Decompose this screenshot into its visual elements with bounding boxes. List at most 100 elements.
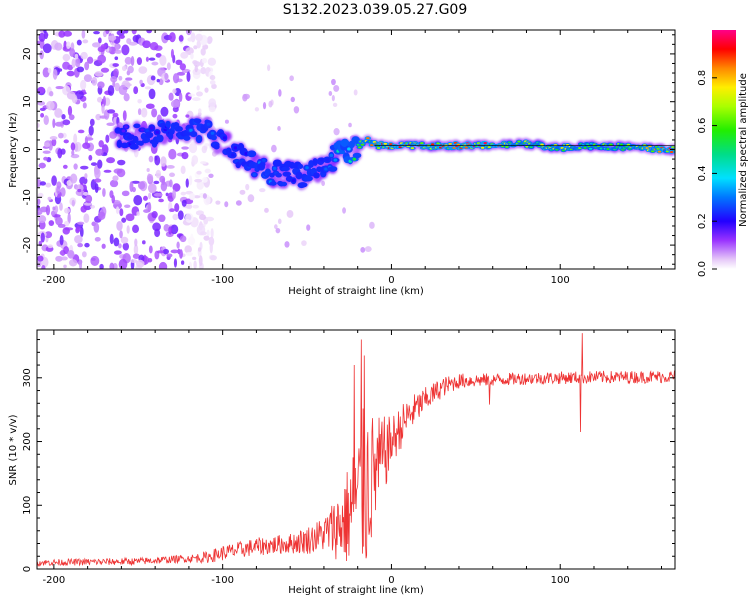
noise-blob <box>137 108 142 116</box>
noise-blob <box>333 127 340 136</box>
noise-blob <box>112 175 119 182</box>
noise-blob <box>100 67 110 73</box>
noise-blob <box>135 259 145 268</box>
noise-blob <box>79 259 83 269</box>
noise-blob <box>127 65 134 74</box>
noise-blob <box>95 113 102 121</box>
ridge-blob <box>275 172 282 178</box>
ridge-blob <box>129 143 139 150</box>
noise-blob <box>289 75 294 82</box>
noise-blob <box>286 210 294 218</box>
noise-blob <box>142 240 146 245</box>
noise-blob <box>44 142 51 148</box>
noise-blob <box>74 57 81 68</box>
noise-blob <box>186 71 191 82</box>
noise-blob <box>58 30 66 38</box>
noise-blob <box>83 202 93 206</box>
noise-blob <box>71 94 78 104</box>
noise-blob <box>158 214 166 223</box>
noise-blob <box>114 49 122 54</box>
noise-blob <box>172 73 180 84</box>
noise-blob <box>143 195 148 201</box>
noise-blob <box>148 57 156 61</box>
noise-blob <box>60 256 68 261</box>
ridge-core <box>370 144 374 147</box>
noise-blob <box>39 107 46 111</box>
noise-blob <box>69 48 76 57</box>
noise-blob <box>62 119 71 126</box>
noise-blob <box>192 256 197 260</box>
noise-blob <box>69 173 78 184</box>
snr-ylabel: SNR (10 * v/v) <box>8 414 19 485</box>
noise-blob <box>162 248 169 255</box>
noise-blob <box>215 200 221 205</box>
ridge-core <box>360 143 365 146</box>
ridge-core <box>588 147 593 150</box>
noise-blob <box>67 212 71 224</box>
noise-blob <box>54 42 63 51</box>
noise-blob <box>75 226 81 233</box>
ridge-blob <box>165 120 171 128</box>
ridge-core <box>262 158 266 162</box>
noise-blob <box>37 198 41 205</box>
ridge-core <box>583 146 588 149</box>
noise-blob <box>194 178 203 183</box>
ridge-blob <box>297 163 304 169</box>
noise-blob <box>131 30 137 35</box>
noise-blob <box>101 243 106 249</box>
colorbar-label: Normalized spectral amplitude <box>738 73 749 227</box>
noise-blob <box>118 243 122 249</box>
noise-blob <box>181 199 187 207</box>
noise-blob <box>136 57 143 66</box>
noise-blob <box>112 63 119 68</box>
noise-blob <box>194 64 198 73</box>
ridge-blob <box>351 136 360 144</box>
noise-blob <box>115 43 119 52</box>
noise-blob <box>121 190 130 197</box>
noise-blob <box>172 113 178 119</box>
noise-blob <box>200 231 207 236</box>
noise-blob <box>82 102 87 109</box>
noise-blob <box>150 75 156 81</box>
ridge-blob <box>247 150 257 158</box>
noise-blob <box>293 106 300 114</box>
ridge-core <box>210 131 215 135</box>
ridge-blob <box>213 144 220 150</box>
noise-blob <box>49 135 58 140</box>
ridge-core <box>410 147 415 150</box>
noise-blob <box>153 192 163 197</box>
snr-panel: -200 -100 0 100 0 100 200 300 Height of straigh… <box>8 329 676 596</box>
noise-blob <box>245 183 250 191</box>
noise-blob <box>93 30 100 35</box>
noise-blob <box>42 150 51 154</box>
noise-blob <box>148 245 153 254</box>
noise-blob <box>126 38 132 45</box>
ridge-blob <box>281 166 290 172</box>
noise-blob <box>179 235 187 243</box>
noise-blob <box>204 87 209 93</box>
noise-blob <box>200 161 207 165</box>
snr-xlabel: Height of straight line (km) <box>288 585 424 596</box>
ridge-blob <box>259 161 266 167</box>
noise-blob <box>195 33 203 42</box>
noise-blob <box>94 183 99 194</box>
noise-blob <box>235 200 242 206</box>
noise-blob <box>164 72 169 80</box>
noise-blob <box>189 192 196 201</box>
noise-blob <box>169 32 176 43</box>
noise-blob <box>66 70 75 77</box>
noise-blob <box>109 179 119 188</box>
noise-blob <box>83 213 90 223</box>
noise-blob <box>118 258 128 269</box>
colorbar-tick-label: 0.4 <box>697 165 708 181</box>
noise-blob <box>202 193 207 199</box>
noise-blob <box>145 103 155 109</box>
noise-blob <box>116 168 126 178</box>
noise-blob <box>156 250 164 254</box>
colorbar-tick-label: 0.2 <box>697 213 708 229</box>
noise-blob <box>211 83 217 90</box>
ridge-blob <box>272 159 282 167</box>
noise-blob <box>196 85 200 91</box>
noise-blob <box>155 169 162 179</box>
